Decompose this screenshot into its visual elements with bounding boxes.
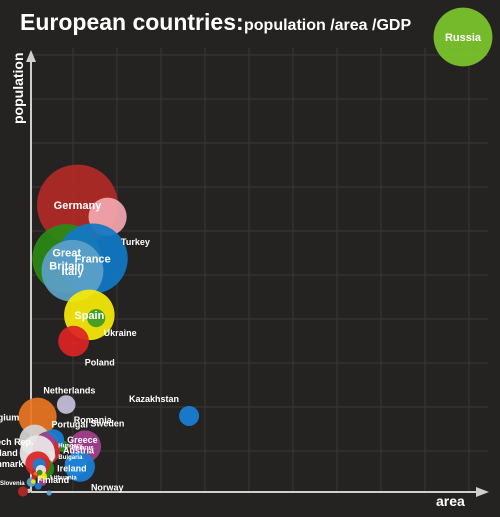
point-label: Germany [54, 200, 103, 212]
point-label: Belarus [72, 445, 95, 451]
point-label: Hungary [58, 444, 83, 450]
point-label: Czech Rep. [0, 437, 34, 447]
point-label: Lithuania [50, 476, 77, 482]
point-label: Finland [37, 475, 69, 485]
point-russia [433, 7, 493, 67]
point-label: Turkey [121, 237, 150, 247]
data-labels: Russia Germany Turkey Great BritainFranceIta… [0, 32, 482, 493]
point-label: Austria [63, 446, 95, 456]
chart-subtitle: population /area /GDP [244, 17, 411, 34]
point-label: France [75, 254, 111, 266]
point-label: Switzerland [0, 448, 18, 458]
chart-title: European countries: [20, 9, 244, 35]
point-luxembourg [17, 486, 28, 497]
point-label: Portugal [51, 419, 88, 429]
point-label: Poland [85, 358, 115, 368]
y-axis-label: population [10, 52, 26, 124]
point-ukraine [87, 309, 106, 328]
point-label: Slovenia [0, 481, 25, 487]
point-label: Bulgaria [58, 455, 83, 461]
point-italy [41, 239, 104, 302]
point-iceland [46, 490, 52, 496]
point-label: Denmark [0, 459, 24, 469]
point-label: Great Britain [49, 248, 84, 273]
point-label: Ireland [57, 464, 87, 474]
point-label: Ukraine [104, 328, 137, 338]
point-albania [31, 474, 37, 480]
point-label: Netherlands [43, 386, 95, 396]
point-label: Norway [91, 483, 124, 493]
x-axis-arrow [476, 487, 489, 497]
point-label: Italy [61, 266, 84, 278]
point-label: Spain [74, 310, 104, 322]
point-label: Kazakhstan [129, 394, 179, 404]
point-label: Russia [445, 32, 482, 44]
grid [31, 48, 488, 492]
point-label: Sweden [90, 418, 124, 428]
point-label: Belgium [0, 413, 19, 423]
point-poland [58, 325, 89, 357]
point-norway [64, 451, 95, 482]
x-axis-label: area [436, 493, 465, 509]
point-label: Greece [67, 435, 98, 445]
y-axis-arrow [26, 50, 36, 62]
point-label: Romania [74, 415, 113, 425]
point-macedonia [31, 479, 36, 484]
point-bosnia [36, 469, 43, 476]
data-points [17, 7, 493, 497]
point-kazakhstan [179, 405, 200, 426]
point-estonia [34, 482, 42, 490]
point-romania [56, 395, 76, 414]
